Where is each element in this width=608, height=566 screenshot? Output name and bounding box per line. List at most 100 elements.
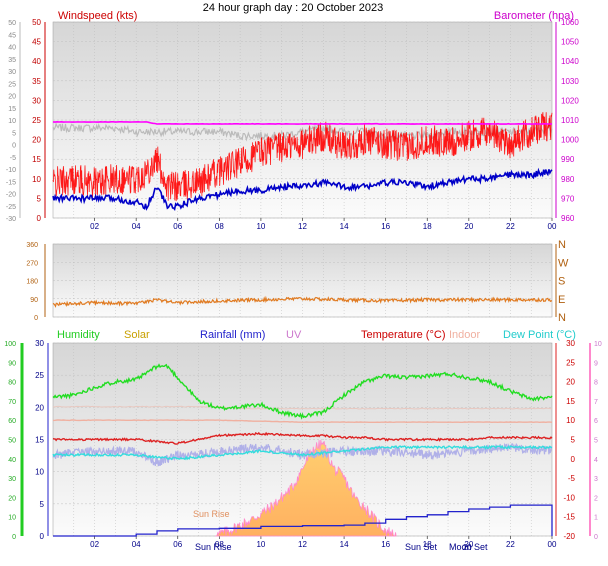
humidity-y-tick: 90	[8, 360, 16, 367]
direction-compass-label: S	[558, 276, 565, 288]
humidity-y-tick: 0	[12, 534, 16, 541]
uv-y-tick: 0	[594, 534, 598, 541]
rain-y-tick: 0	[40, 532, 45, 541]
wind-x-tick: 16	[381, 222, 390, 231]
wind-left-outer-tick: 40	[8, 45, 16, 52]
temp-x-tick: 16	[381, 540, 390, 549]
temperature-y-tick: -10	[563, 493, 575, 502]
humidity-y-tick: 40	[8, 457, 16, 464]
dewpoint-line	[52, 444, 553, 461]
rain-y-tick: 30	[35, 339, 44, 348]
wind-x-tick: 10	[256, 222, 265, 231]
rain-y-tick: 20	[35, 403, 44, 412]
temperature-y-tick: 10	[566, 416, 575, 425]
humidity-line	[52, 363, 553, 420]
barometer-line	[52, 120, 553, 125]
wind-y-tick: 30	[32, 96, 41, 105]
windspeed-axis-label: Windspeed (kts)	[58, 10, 137, 22]
temperature-y-tick: 25	[566, 358, 575, 367]
temp-x-tick: 20	[464, 540, 473, 549]
legend-humidity: Humidity	[57, 329, 100, 341]
wind-left-outer-tick: -20	[6, 192, 16, 199]
baro-y-tick: 1020	[561, 96, 579, 105]
wind-x-tick: 00	[548, 222, 557, 231]
humidity-y-tick: 20	[8, 495, 16, 502]
temperature-y-tick: 30	[566, 339, 575, 348]
direction-y-tick: 180	[26, 279, 38, 286]
wind-left-outer-tick: 15	[8, 106, 16, 113]
wind-y-tick: 35	[32, 77, 41, 86]
annotation-sunrise-axis: Sun Rise	[195, 542, 232, 552]
legend-temperature: Temperature (°C)	[361, 329, 445, 341]
baro-y-tick: 970	[561, 194, 575, 203]
temperature-line	[52, 431, 553, 445]
wind-x-tick: 12	[298, 222, 307, 231]
uv-y-tick: 6	[594, 418, 598, 425]
wind-direction-line	[52, 295, 552, 308]
wind-left-outer-tick: 10	[8, 118, 16, 125]
wind-x-tick: 18	[423, 222, 432, 231]
wind-left-outer-tick: 0	[12, 143, 16, 150]
wind-left-outer-tick: -5	[10, 155, 16, 162]
rain-y-tick: 25	[35, 371, 44, 380]
wind-gust-line	[52, 112, 553, 202]
wind-x-tick: 14	[340, 222, 349, 231]
temp-x-tick: 18	[423, 540, 432, 549]
wind-left-outer-tick: -10	[6, 167, 16, 174]
legend-indoor: Indoor	[449, 329, 481, 341]
direction-compass-label: W	[558, 257, 569, 269]
humidity-y-tick: 60	[8, 418, 16, 425]
annotation-sunset-axis: Sun Set	[405, 542, 438, 552]
baro-y-tick: 1010	[561, 116, 579, 125]
uv-y-tick: 10	[594, 341, 602, 348]
uv-y-tick: 5	[594, 438, 598, 445]
wind-y-tick: 20	[32, 136, 41, 145]
temp-x-tick: 08	[215, 540, 224, 549]
humidity-y-tick: 50	[8, 438, 16, 445]
temperature-y-tick: -5	[568, 474, 576, 483]
wind-y-tick: 5	[37, 194, 42, 203]
annotation-sunrise-inline: Sun Rise	[193, 509, 230, 519]
legend-uv: UV	[286, 329, 302, 341]
annotation-moonset-axis: Moon Set	[449, 542, 488, 552]
temp-x-tick: 10	[256, 540, 265, 549]
direction-compass-label: N	[558, 239, 566, 251]
indoor-temperature-line	[52, 419, 553, 424]
direction-compass-label: N	[558, 312, 566, 324]
baro-y-tick: 1000	[561, 136, 579, 145]
wind-x-tick: 08	[215, 222, 224, 231]
temp-grey-line	[53, 405, 553, 410]
baro-y-tick: 980	[561, 175, 575, 184]
wind-left-outer-tick: -25	[6, 204, 16, 211]
humidity-y-tick: 100	[4, 341, 16, 348]
annotation-date-overlay: 20	[463, 543, 472, 552]
humidity-y-tick: 30	[8, 476, 16, 483]
wind-x-tick: 04	[132, 222, 141, 231]
rain-y-tick: 5	[40, 500, 45, 509]
rain-y-tick: 10	[35, 468, 44, 477]
temperature-y-tick: 15	[566, 397, 575, 406]
wind-left-outer-tick: 35	[8, 57, 16, 64]
humidity-y-tick: 10	[8, 515, 16, 522]
barometer-axis-label: Barometer (hpa)	[494, 10, 574, 22]
wind-left-outer-tick: -15	[6, 179, 16, 186]
temp-x-tick: 14	[340, 540, 349, 549]
humidity-y-tick: 70	[8, 399, 16, 406]
temperature-y-tick: -20	[563, 532, 575, 541]
feels-like-line	[52, 442, 553, 467]
direction-compass-label: E	[558, 294, 565, 306]
wind-left-outer-tick: 45	[8, 32, 16, 39]
wind-x-tick: 20	[464, 222, 473, 231]
legend-dewpoint: Dew Point (°C)	[503, 329, 576, 341]
rainfall-line	[53, 504, 553, 537]
baro-y-tick: 1050	[561, 38, 579, 47]
page-title: 24 hour graph day : 20 October 2023	[203, 2, 383, 14]
wind-x-tick: 06	[173, 222, 182, 231]
uv-y-tick: 1	[594, 515, 598, 522]
direction-y-tick: 90	[30, 297, 38, 304]
uv-y-tick: 8	[594, 380, 598, 387]
solar-area	[215, 439, 397, 537]
direction-y-tick: 360	[26, 242, 38, 249]
